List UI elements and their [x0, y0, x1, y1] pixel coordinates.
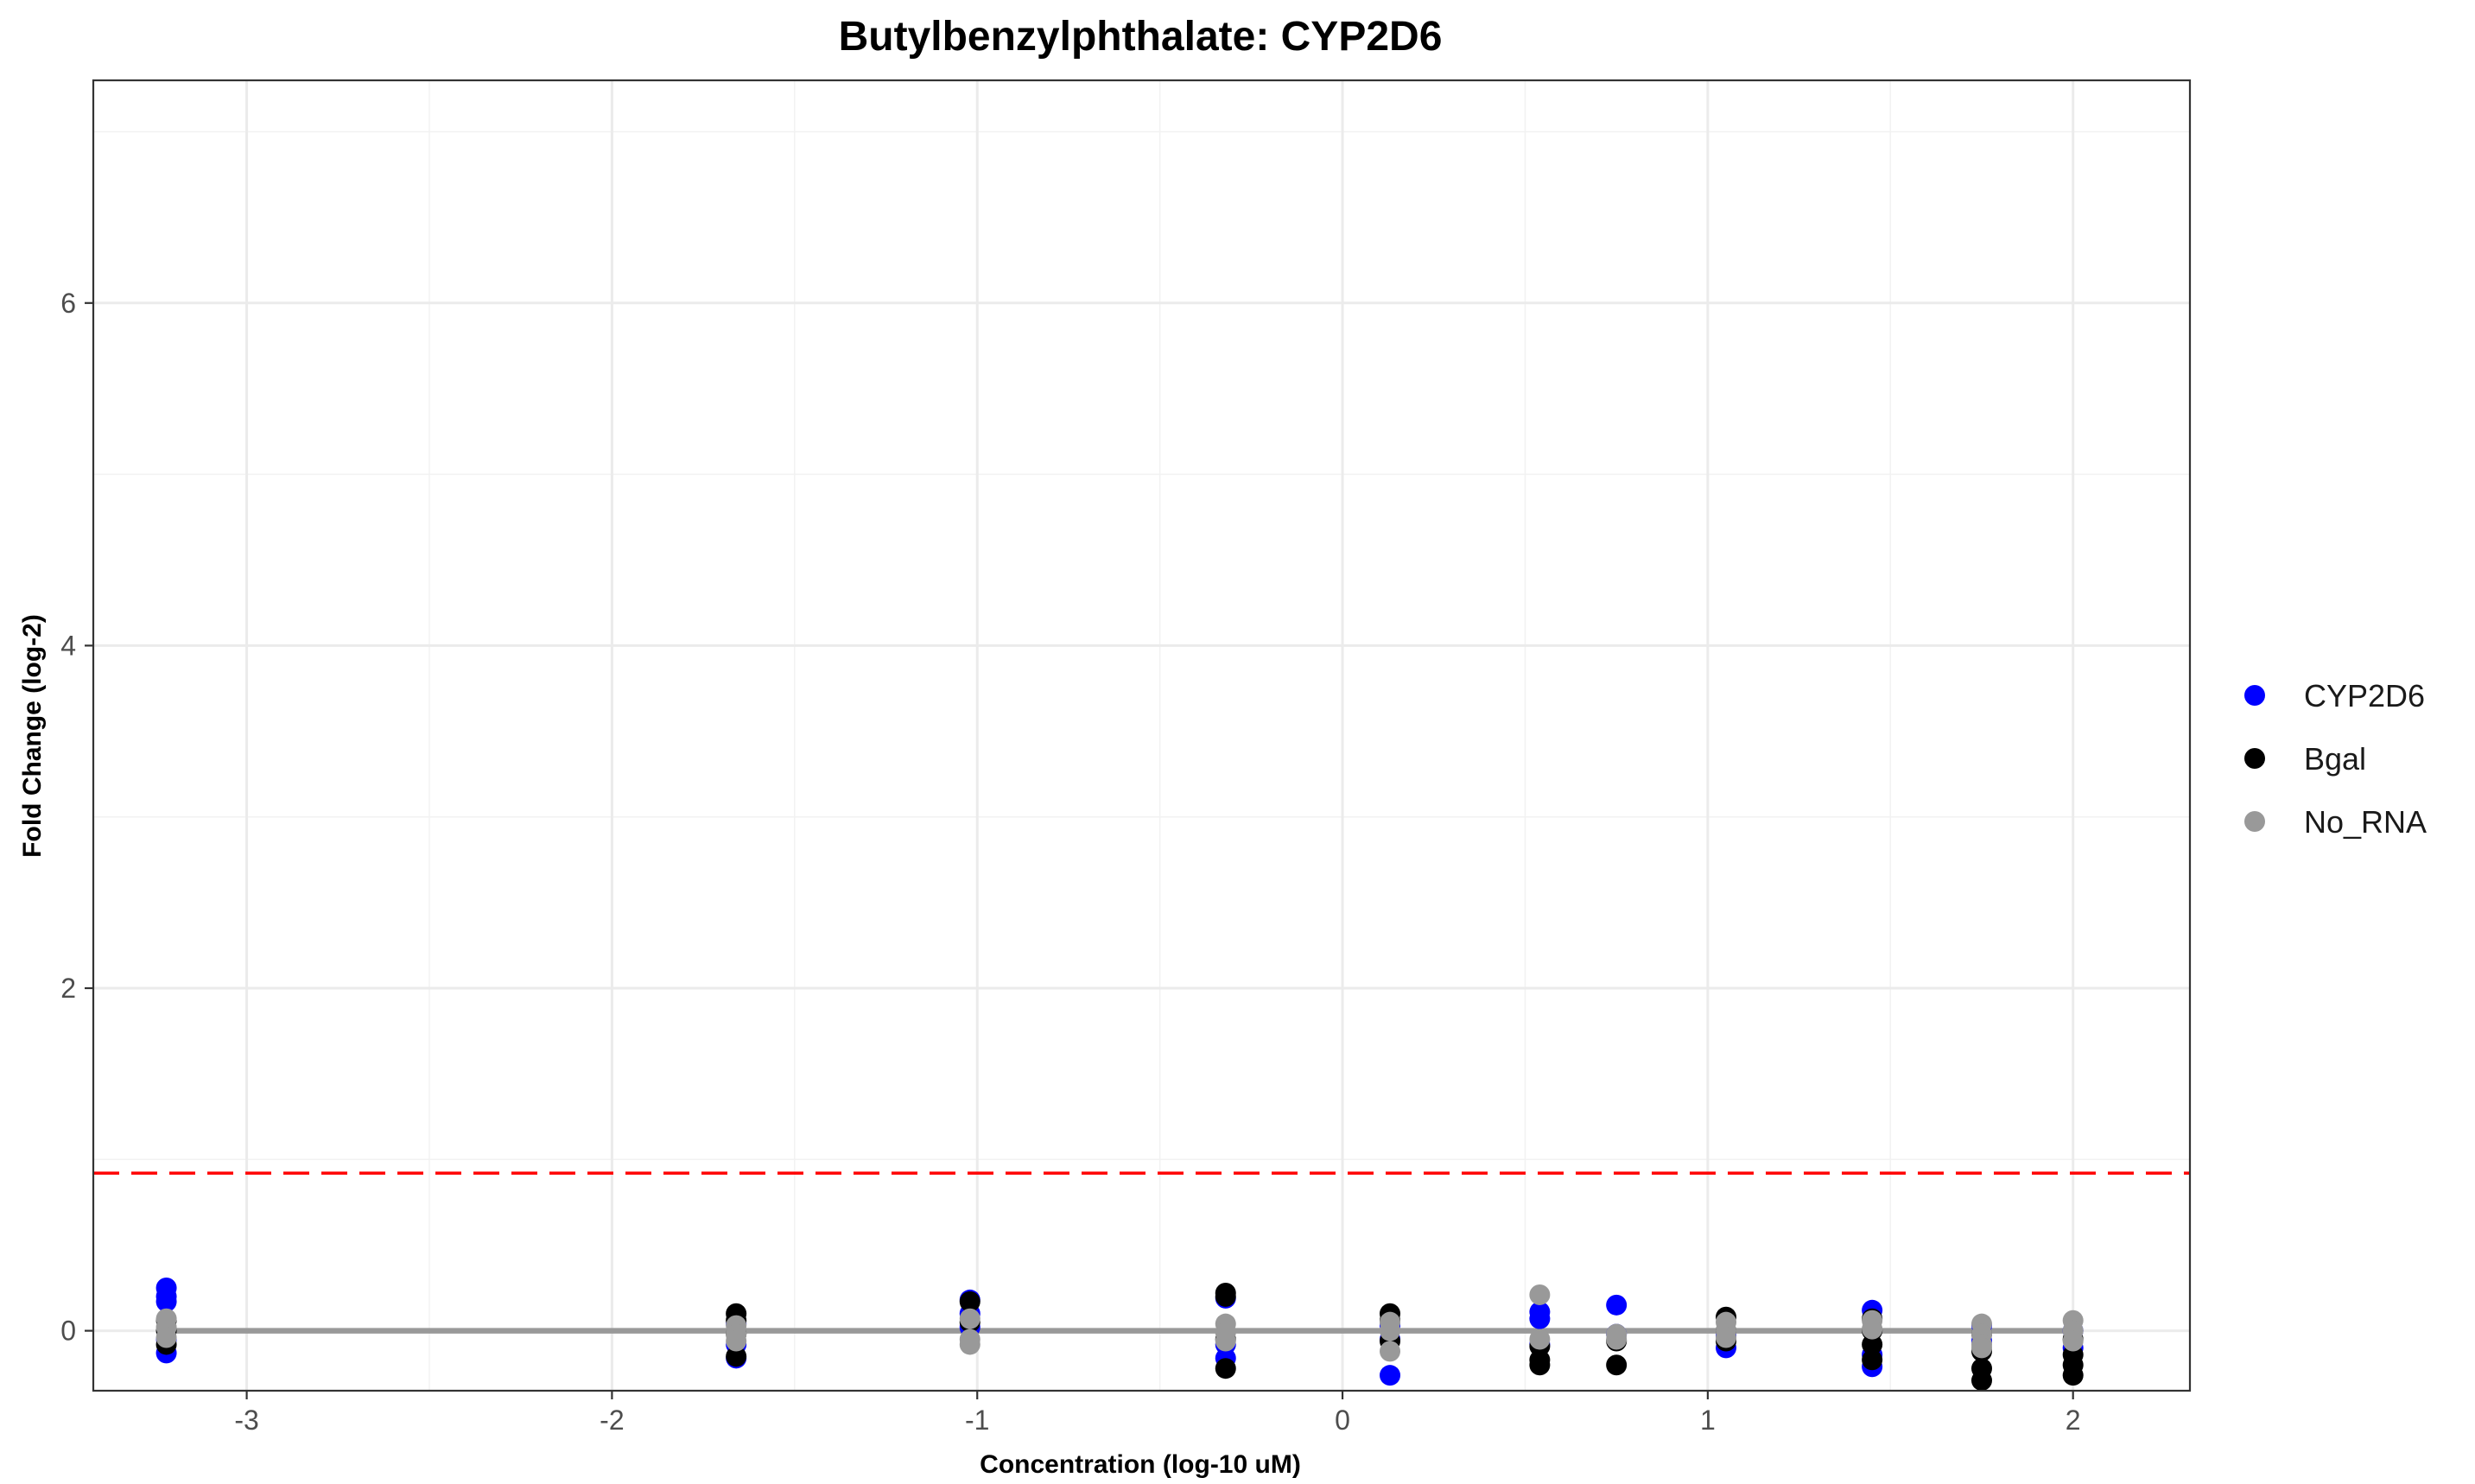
point-bgal — [1862, 1349, 1883, 1371]
legend: CYP2D6 Bgal No_RNA — [2244, 678, 2427, 840]
panel-border — [92, 79, 2192, 1392]
data-points — [155, 1278, 2084, 1392]
legend-label-cyp2d6: CYP2D6 — [2304, 678, 2425, 713]
legend-key-cyp2d6 — [2244, 685, 2265, 706]
point-bgal — [1862, 1334, 1883, 1355]
point-no-rna — [1970, 1337, 1992, 1359]
x-tick-label: 0 — [1335, 1405, 1350, 1436]
point-cyp2d6 — [1606, 1294, 1628, 1316]
point-bgal — [2062, 1365, 2084, 1386]
x-axis: -3 -2 -1 0 1 2 — [234, 1391, 2081, 1436]
point-no-rna — [2062, 1330, 2084, 1352]
point-cyp2d6 — [1380, 1365, 1401, 1386]
legend-key-bgal — [2244, 748, 2265, 769]
point-no-rna — [1529, 1329, 1551, 1350]
point-bgal — [1970, 1370, 1992, 1392]
x-tick-label: -1 — [965, 1405, 989, 1436]
point-bgal — [1606, 1354, 1628, 1376]
minor-gridlines — [93, 80, 2190, 1391]
y-tick-label: 2 — [60, 973, 76, 1004]
point-no-rna — [1862, 1318, 1883, 1340]
point-bgal — [959, 1291, 980, 1312]
y-axis: 0 2 4 6 — [60, 288, 93, 1347]
point-cyp2d6 — [1529, 1308, 1551, 1329]
point-bgal — [726, 1346, 747, 1367]
legend-label-bgal: Bgal — [2304, 741, 2366, 777]
x-tick-label: 1 — [1700, 1405, 1716, 1436]
point-no-rna — [959, 1308, 980, 1329]
point-no-rna — [1606, 1329, 1628, 1350]
x-tick-label: 2 — [2066, 1405, 2081, 1436]
y-tick-label: 0 — [60, 1316, 76, 1347]
point-no-rna — [1215, 1330, 1236, 1352]
point-no-rna — [1380, 1341, 1401, 1362]
x-tick-label: -2 — [600, 1405, 624, 1436]
point-no-rna — [1529, 1284, 1551, 1305]
point-no-rna — [1380, 1320, 1401, 1341]
point-no-rna — [959, 1334, 980, 1355]
plot-panel — [92, 79, 2192, 1392]
chart-title: Butylbenzylphthalate: CYP2D6 — [839, 14, 1443, 60]
point-no-rna — [1716, 1327, 1737, 1348]
point-bgal — [1215, 1358, 1236, 1379]
x-axis-title: Concentration (log-10 uM) — [980, 1450, 1301, 1479]
point-no-rna — [726, 1330, 747, 1352]
legend-key-no-rna — [2244, 811, 2265, 832]
x-tick-label: -3 — [234, 1405, 258, 1436]
point-no-rna — [155, 1327, 177, 1348]
legend-label-no-rna: No_RNA — [2304, 804, 2427, 840]
y-tick-label: 4 — [60, 630, 76, 661]
y-axis-title: Fold Change (log-2) — [18, 614, 47, 858]
y-tick-label: 6 — [60, 288, 76, 319]
point-bgal — [1215, 1285, 1236, 1307]
point-bgal — [1529, 1354, 1551, 1376]
point-cyp2d6 — [155, 1291, 177, 1312]
